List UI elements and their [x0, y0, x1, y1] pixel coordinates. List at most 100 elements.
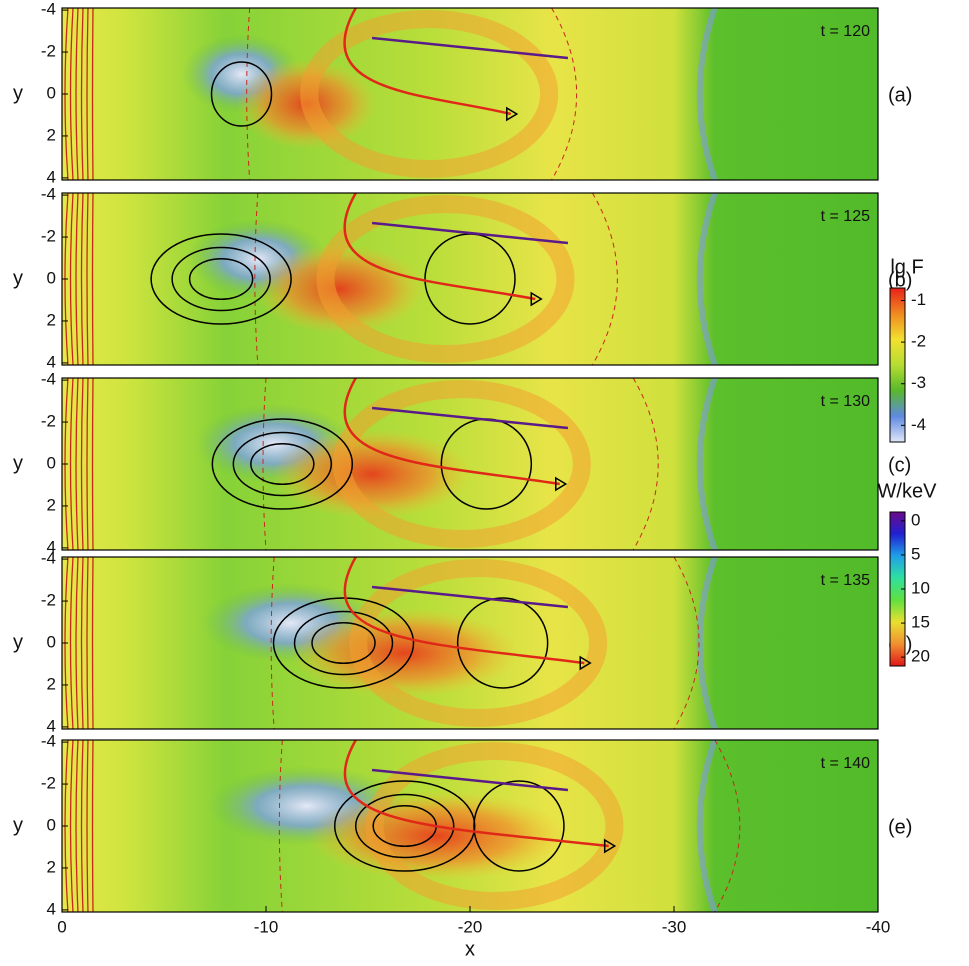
contour: [171, 246, 271, 312]
trajectory: [371, 36, 569, 60]
hot-region: [272, 429, 473, 519]
trajectory: [371, 768, 569, 792]
separatrix: [673, 557, 700, 729]
y-tick-label: 4: [47, 899, 56, 918]
contour: [210, 61, 273, 127]
contour: [293, 610, 394, 676]
field-line: [91, 378, 94, 550]
arrow-head: [555, 476, 568, 492]
separatrix: [262, 378, 267, 550]
wave-band: [696, 740, 718, 912]
contour: [211, 418, 354, 510]
colorbar-tick-label: 5: [911, 544, 920, 563]
panel: [62, 378, 878, 550]
separatrix: [591, 193, 618, 365]
x-tick-label: -20: [458, 917, 483, 936]
field-line: [75, 740, 79, 912]
hot-region: [254, 244, 425, 334]
y-tick-label: -2: [41, 42, 56, 61]
contour: [150, 233, 292, 325]
y-tick-label: 4: [47, 167, 56, 186]
wave-band: [696, 378, 718, 550]
arrow-head: [579, 655, 592, 671]
field-background: [62, 8, 878, 180]
contour: [232, 431, 333, 497]
field-line: [86, 740, 89, 912]
x-tick-label: -10: [254, 917, 279, 936]
y-tick-label: -2: [41, 774, 56, 793]
x-tick-label: 0: [57, 917, 66, 936]
field-line: [75, 193, 79, 365]
field-line: [91, 193, 94, 365]
y-tick-label: 2: [47, 310, 56, 329]
panel-label: (b): [888, 269, 912, 291]
y-tick-label: -4: [41, 370, 56, 389]
panel-time: t = 120: [821, 23, 870, 40]
x-tick-label: -30: [662, 917, 687, 936]
y-tick-label: 2: [47, 125, 56, 144]
hot-region: [289, 608, 520, 698]
y-tick-label: 4: [47, 537, 56, 556]
field-line: [75, 557, 79, 729]
hot-region: [307, 791, 568, 881]
trajectory: [371, 585, 569, 609]
arrow-head: [530, 291, 543, 307]
contour: [456, 597, 549, 689]
separatrix: [270, 557, 275, 729]
panel-time: t = 135: [821, 572, 870, 589]
y-tick-label: -4: [41, 732, 56, 751]
y-tick-label: 0: [47, 815, 56, 834]
trajectory: [343, 8, 512, 116]
field-background: [62, 378, 878, 550]
hot-band: [300, 10, 559, 178]
y-tick-label: -4: [41, 185, 56, 204]
contour: [354, 793, 455, 859]
field-line: [80, 557, 84, 729]
field-line: [69, 378, 74, 550]
y-tick-label: 4: [47, 352, 56, 371]
field-background: [62, 193, 878, 365]
field-line: [75, 378, 79, 550]
x-axis-label: x: [465, 938, 475, 960]
y-tick-label: 0: [47, 632, 56, 651]
trajectory: [343, 378, 560, 486]
colorbar-tick-label: -1: [911, 290, 926, 309]
contour: [473, 780, 565, 872]
field-line: [86, 378, 89, 550]
field-line: [80, 740, 84, 912]
y-tick-label: -2: [41, 412, 56, 431]
separatrix: [714, 740, 741, 912]
hot-band: [332, 380, 591, 548]
arrow-head: [506, 106, 519, 122]
field-line: [80, 8, 84, 180]
hot-band: [316, 195, 575, 363]
contour: [333, 780, 476, 872]
panel-label: (a): [888, 84, 912, 106]
field-line: [69, 8, 74, 180]
y-axis-label: y: [13, 814, 23, 836]
colorbar-tick-label: -4: [911, 415, 926, 434]
contour: [188, 258, 254, 300]
separatrix: [632, 378, 659, 550]
wave-band: [696, 193, 718, 365]
colorbar-tick-label: 0: [911, 510, 920, 529]
field-line: [69, 740, 74, 912]
arrow-head: [603, 838, 617, 854]
field-line: [91, 740, 94, 912]
colorbar-tick-label: 20: [911, 647, 930, 666]
y-tick-label: -4: [41, 549, 56, 568]
separatrix: [551, 8, 578, 180]
hot-band: [365, 742, 624, 910]
field-line: [91, 8, 94, 180]
y-axis-label: y: [13, 452, 23, 474]
field-line: [86, 8, 89, 180]
y-tick-label: 4: [47, 716, 56, 735]
field-line: [69, 193, 74, 365]
colorbar-tick-label: 15: [911, 613, 930, 632]
y-tick-label: 0: [47, 453, 56, 472]
y-tick-label: 2: [47, 857, 56, 876]
separatrix: [278, 740, 283, 912]
panel: [62, 740, 878, 912]
field-line: [80, 193, 84, 365]
